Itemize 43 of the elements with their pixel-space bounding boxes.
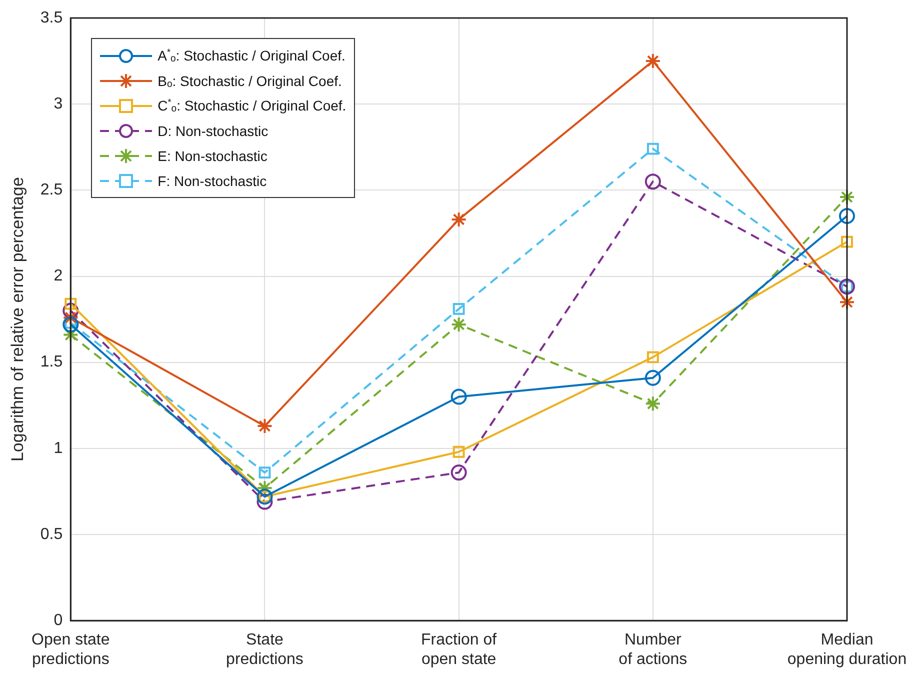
point <box>452 446 465 458</box>
y-tick-label: 2 <box>54 268 63 285</box>
point <box>644 53 661 70</box>
point <box>450 211 467 228</box>
x-tick-label: State predictions <box>226 632 304 668</box>
y-tick-label: 0 <box>54 612 63 630</box>
point <box>644 370 661 386</box>
legend-label: E: Non-stochastic <box>158 148 268 164</box>
x-tick-label: Fraction of open state <box>421 632 498 668</box>
legend-label: D: Non-stochastic <box>158 122 268 138</box>
y-tick-label: 3 <box>54 95 63 112</box>
y-tick-label: 2.5 <box>40 182 63 199</box>
point <box>646 142 659 155</box>
point <box>452 303 465 315</box>
point <box>839 294 855 310</box>
point <box>258 466 271 478</box>
y-tick-label: 1 <box>54 440 63 457</box>
legend-label: A$^{*}$ₒ: Stochastic / Original Coef. <box>158 47 346 64</box>
point <box>256 418 273 434</box>
point <box>839 208 855 224</box>
point <box>62 302 79 319</box>
y-axis-title: Logarithm of relative error percentage <box>8 177 27 462</box>
point <box>841 236 853 248</box>
point <box>450 316 467 332</box>
x-tick-label: Number of actions <box>618 632 688 668</box>
legend-label: C$^{*}$ₒ: Stochastic / Original Coef. <box>158 97 346 114</box>
legend-label: Bₒ: Stochastic / Original Coef. <box>158 72 342 88</box>
point <box>450 464 467 481</box>
y-tick-label: 0.5 <box>40 526 63 543</box>
point <box>644 396 661 412</box>
point <box>62 316 79 332</box>
point <box>62 326 79 343</box>
legend-label: F: Non-stochastic <box>158 172 267 188</box>
point <box>256 494 273 510</box>
x-tick-label: Median opening duration <box>787 632 907 668</box>
y-tick-label: 3.5 <box>40 9 63 26</box>
point <box>839 189 855 206</box>
point <box>646 351 659 364</box>
x-tick-label: Open state predictions <box>32 632 110 668</box>
point <box>62 310 79 326</box>
point <box>644 174 661 190</box>
y-tick-label: 1.5 <box>40 354 63 371</box>
point <box>450 388 467 405</box>
